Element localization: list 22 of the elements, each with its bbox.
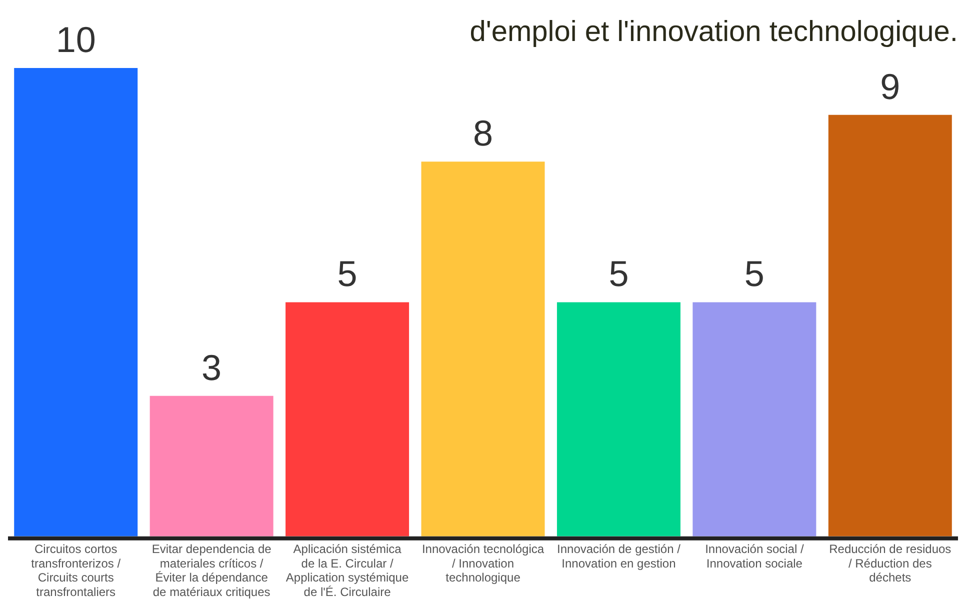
bar [14, 68, 138, 536]
text: d'emploi et l'innovation technologique. [470, 16, 958, 49]
data-label: 9 [880, 66, 900, 107]
data-label: 3 [202, 346, 222, 388]
data-label: 10 [56, 18, 96, 60]
x-tick-label: Innovación tecnológica / Innovation technologique [422, 542, 544, 585]
bar [150, 396, 274, 536]
bar [286, 302, 410, 536]
bar [556, 302, 680, 536]
x-tick-label: Aplicación sistémica de la E. Circular / Application systémique de l'É. Circulaire [286, 542, 409, 600]
x-tick-label: Reducción de residuos / Réduction des déchets [829, 542, 952, 585]
bar [692, 302, 816, 536]
x-tick-label: Innovación social / Innovation sociale [705, 542, 804, 570]
x-tick-label: Circuitos cortos transfronterizos / Circuits courts transfrontaliers [31, 542, 122, 600]
data-label: 5 [608, 253, 629, 294]
x-tick-label: Evitar dependencia de materiales críticos / Éviter la dépendance de matériaux critiques [152, 542, 272, 600]
bar [421, 162, 545, 536]
bar [828, 114, 952, 536]
data-label: 5 [337, 253, 358, 294]
data-label: 8 [472, 112, 494, 154]
x-tick-label: Innovación de gestión / Innovation en gestion [557, 542, 682, 570]
data-label: 5 [744, 253, 764, 294]
